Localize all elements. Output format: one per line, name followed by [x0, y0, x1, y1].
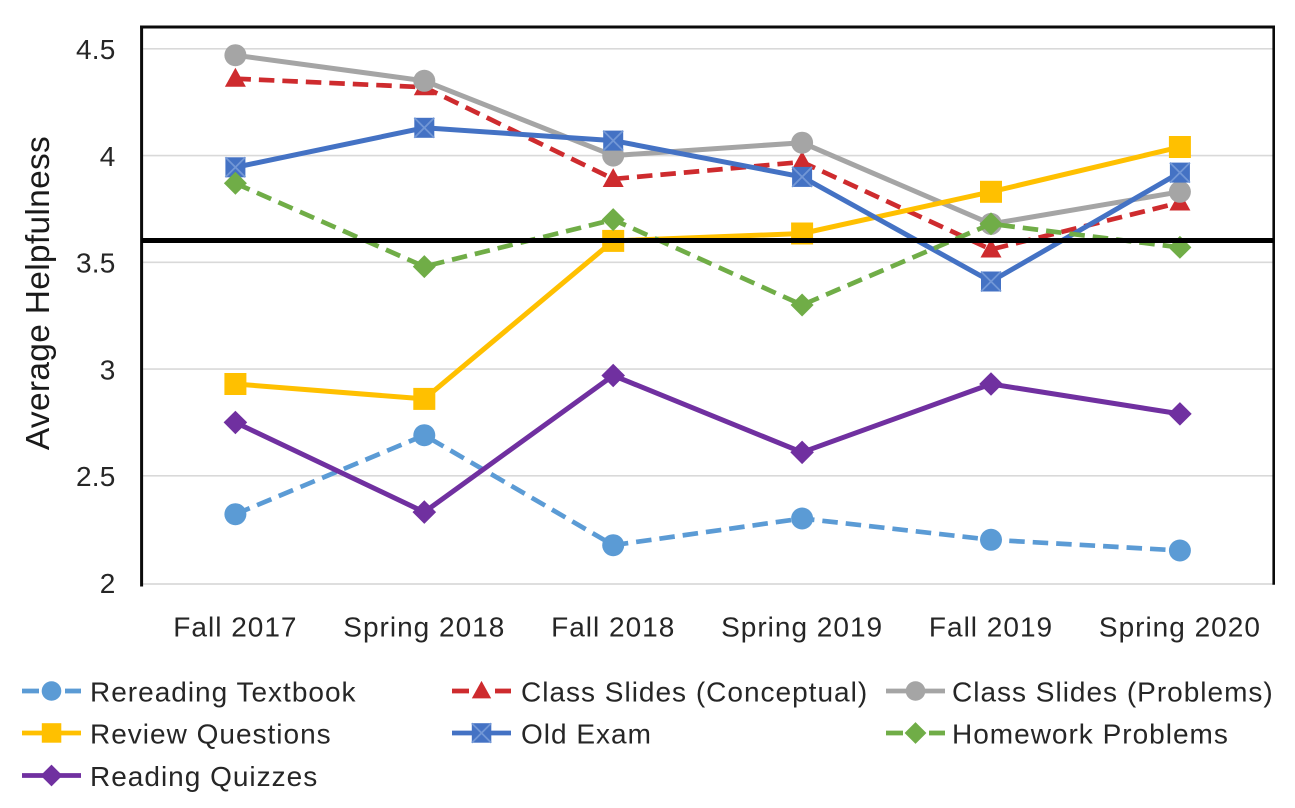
svg-text:Class Slides (Problems): Class Slides (Problems)	[952, 676, 1274, 707]
svg-text:Spring 2018: Spring 2018	[343, 612, 505, 643]
svg-text:Review Questions: Review Questions	[90, 718, 332, 749]
svg-text:Spring 2019: Spring 2019	[721, 612, 883, 643]
svg-text:Reading Quizzes: Reading Quizzes	[90, 761, 318, 792]
svg-text:Homework Problems: Homework Problems	[952, 718, 1229, 749]
svg-text:4.5: 4.5	[76, 34, 116, 65]
svg-text:Fall 2019: Fall 2019	[929, 612, 1053, 643]
svg-text:Class Slides (Conceptual): Class Slides (Conceptual)	[521, 676, 868, 707]
svg-text:3: 3	[100, 354, 116, 385]
svg-text:3.5: 3.5	[76, 248, 116, 279]
svg-text:Fall 2018: Fall 2018	[551, 612, 675, 643]
svg-text:Spring 2020: Spring 2020	[1099, 612, 1261, 643]
svg-text:2.5: 2.5	[76, 461, 116, 492]
svg-text:Average Helpfulness: Average Helpfulness	[20, 136, 57, 450]
svg-text:Old Exam: Old Exam	[521, 718, 652, 749]
svg-text:Fall 2017: Fall 2017	[173, 612, 297, 643]
svg-text:Rereading Textbook: Rereading Textbook	[90, 676, 357, 707]
svg-text:4: 4	[100, 141, 116, 172]
svg-text:2: 2	[100, 568, 116, 599]
